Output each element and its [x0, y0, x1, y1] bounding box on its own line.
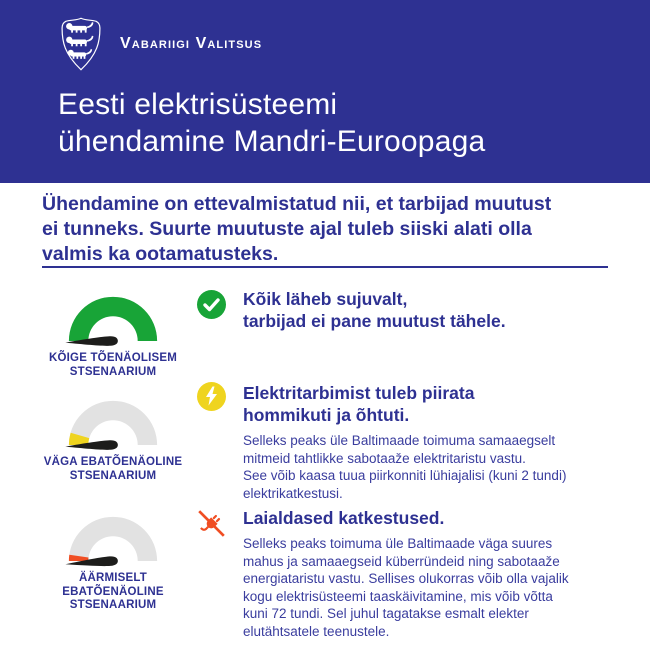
plug-disconnected-icon: [198, 510, 225, 537]
probability-gauge-icon: [65, 516, 158, 567]
scenario-text: Kõik läheb sujuvalt, tarbijad ei pane mu…: [243, 288, 625, 332]
gauge-label: KÕIGE TÕENÄOLISEM STSENAARIUM: [49, 352, 177, 378]
gauge-needle: [65, 556, 118, 567]
gauge-block-extremely-unlikely: ÄÄRMISELT EBATÕENÄOLINE STSENAARIUM: [30, 508, 196, 613]
check-icon: [197, 290, 226, 319]
lightning-icon: [197, 382, 226, 411]
government-logo: Vabariigi Valitsus: [58, 16, 262, 72]
gauge-label: VÄGA EBATÕENÄOLINE STSENAARIUM: [43, 456, 183, 482]
estonia-coat-of-arms-icon: [61, 17, 101, 71]
probability-gauge-icon: [65, 296, 158, 346]
scenario-body: Selleks peaks üle Baltimaade toimuma sam…: [243, 433, 567, 501]
gauge-track: [68, 516, 158, 561]
intro-text: Ühendamine on ettevalmistatud nii, et ta…: [42, 193, 552, 265]
lion-1: [66, 22, 94, 33]
scenario-headline: Elektritarbimist tuleb piirata hommikuti…: [243, 383, 475, 425]
page-title: Eesti elektrisüsteemi ühendamine Mandri-…: [58, 88, 486, 158]
gauge-needle: [65, 440, 118, 450]
scenario-text: Elektritarbimist tuleb piirata hommikuti…: [243, 382, 625, 502]
lion-2: [66, 35, 94, 47]
scenario-headline: Laialdased katkestused.: [243, 508, 445, 528]
lion-3: [67, 48, 93, 59]
probability-gauge-icon: [65, 400, 158, 450]
gauge-block-very-unlikely: VÄGA EBATÕENÄOLINE STSENAARIUM: [30, 392, 196, 483]
scenario-text: Laialdased katkestused. Selleks peaks to…: [243, 507, 625, 640]
gauge-block-most-likely: KÕIGE TÕENÄOLISEM STSENAARIUM: [30, 288, 196, 379]
gauge-label: ÄÄRMISELT EBATÕENÄOLINE STSENAARIUM: [62, 572, 164, 611]
gauge-track: [68, 400, 158, 445]
header: Vabariigi Valitsus Eesti elektrisüsteemi…: [0, 0, 650, 183]
gauge-segment: [68, 554, 89, 561]
scenario-headline: Kõik läheb sujuvalt, tarbijad ei pane mu…: [243, 289, 506, 331]
gauge-needle: [65, 336, 118, 346]
government-logo-text: Vabariigi Valitsus: [120, 35, 263, 52]
gauge-segment: [68, 432, 90, 445]
scenario-body: Selleks peaks toimuma üle Baltimaade väg…: [243, 536, 569, 639]
gauge-segment: [68, 296, 158, 341]
divider: [42, 266, 608, 268]
